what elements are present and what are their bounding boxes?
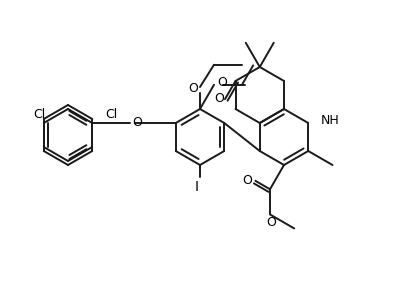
Text: O: O <box>265 216 275 229</box>
Text: O: O <box>132 117 142 129</box>
Text: O: O <box>217 76 227 89</box>
Text: Cl: Cl <box>105 109 117 121</box>
Text: O: O <box>188 82 197 95</box>
Text: NH: NH <box>320 115 339 127</box>
Text: I: I <box>194 180 198 194</box>
Text: O: O <box>242 174 252 187</box>
Text: Cl: Cl <box>34 107 46 121</box>
Text: O: O <box>214 92 223 105</box>
